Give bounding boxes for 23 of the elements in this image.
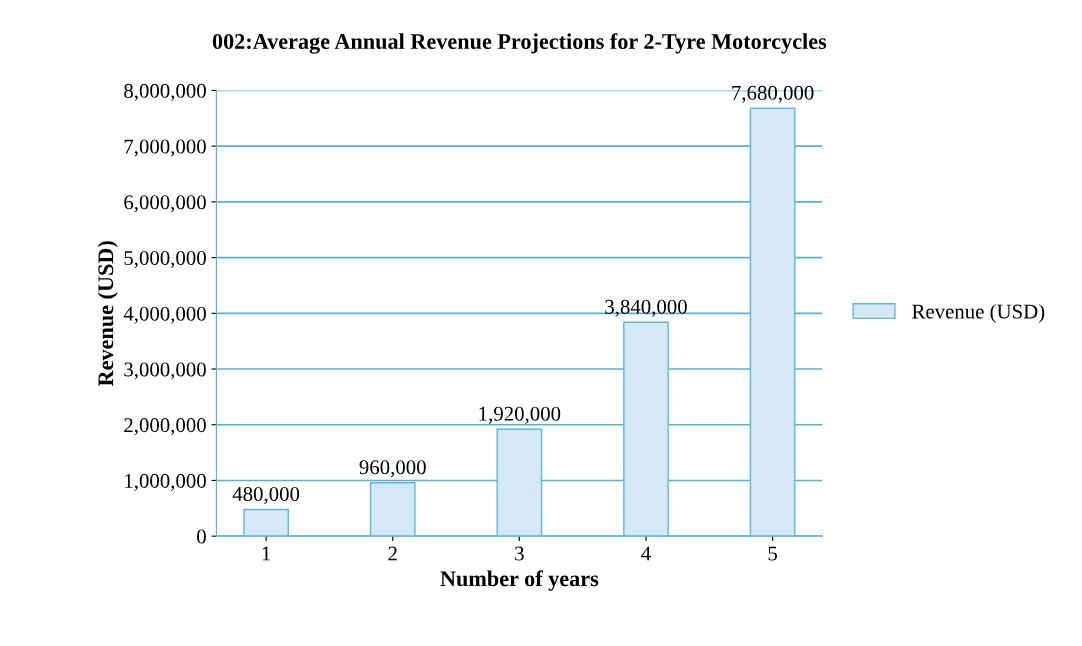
chart-title: 002:Average Annual Revenue Projections for 2-Tyre Motorcycles <box>212 33 827 54</box>
y-tick-label: 2,000,000 <box>124 418 206 436</box>
y-tick-label: 6,000,000 <box>124 195 206 213</box>
x-axis-title: Number of years <box>440 570 599 591</box>
x-tick-label: 5 <box>768 546 778 561</box>
data-label: 960,000 <box>359 460 426 478</box>
x-tick-label: 4 <box>641 546 651 561</box>
legend-label: Revenue (USD) <box>912 303 1045 323</box>
y-tick-label: 8,000,000 <box>124 83 206 101</box>
y-tick-label: 3,000,000 <box>124 362 206 380</box>
x-tick-label: 2 <box>388 546 397 561</box>
y-tick-label: 1,000,000 <box>125 473 206 491</box>
data-label: 7,680,000 <box>732 85 814 103</box>
data-label: 480,000 <box>232 486 300 505</box>
data-label: 1,920,000 <box>479 406 561 424</box>
y-axis-title: Revenue (USD) <box>97 241 118 387</box>
data-label: 3,840,000 <box>605 299 687 317</box>
y-tick-label: 4,000,000 <box>123 306 206 324</box>
y-tick-label: 5,000,000 <box>124 250 206 269</box>
x-tick-label: 1 <box>262 546 271 561</box>
y-tick-label: 0 <box>197 529 206 544</box>
x-tick-label: 3 <box>515 546 524 561</box>
y-tick-label: 7,000,000 <box>124 139 206 157</box>
